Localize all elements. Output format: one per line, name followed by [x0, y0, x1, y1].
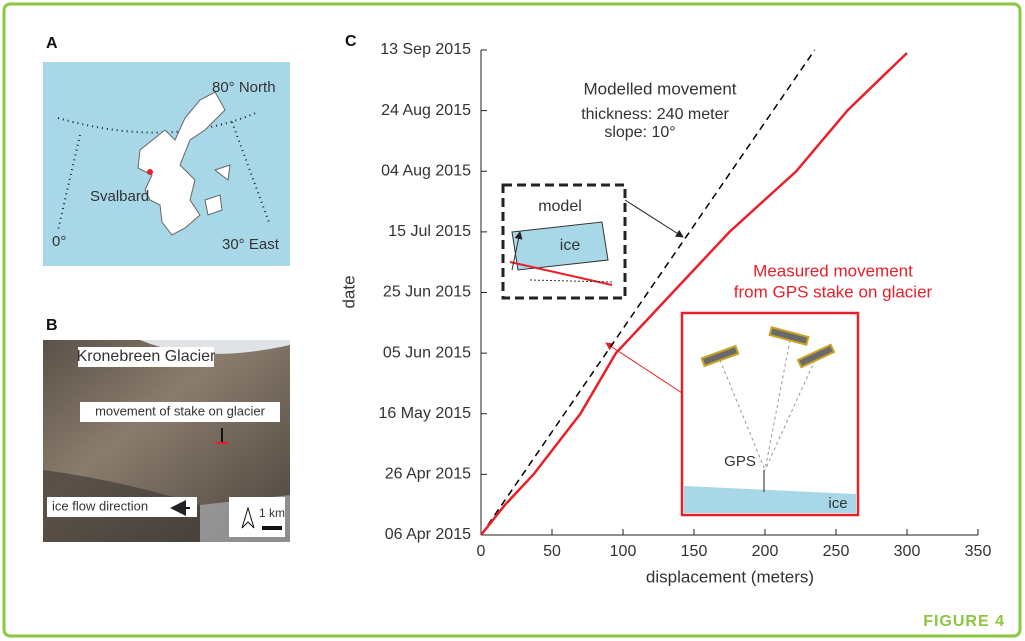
y-tick-label: 15 Jul 2015: [388, 223, 471, 240]
y-tick-label: 26 Apr 2015: [385, 466, 471, 483]
x-tick-label: 50: [543, 543, 561, 560]
map-label: Svalbard: [90, 188, 149, 205]
x-tick-label: 150: [681, 543, 708, 560]
figure: FIGURE 4 A 80° North Svalbard 0° 30° Eas…: [0, 0, 1025, 641]
y-axis-title: date: [339, 275, 358, 308]
x-tick-label: 300: [894, 543, 921, 560]
y-tick-label: 06 Apr 2015: [385, 526, 471, 543]
x-tick-label: 250: [823, 543, 850, 560]
annotation: Measured movement: [753, 261, 913, 280]
annotation: from GPS stake on glacier: [734, 282, 933, 301]
y-tick-label: 04 Aug 2015: [381, 162, 471, 179]
annotation: GPS: [724, 453, 756, 470]
y-tick-label: 16 May 2015: [378, 405, 471, 422]
x-tick-label: 100: [610, 543, 637, 560]
annotation: ice: [560, 237, 581, 254]
y-tick-label: 13 Sep 2015: [380, 41, 471, 58]
y-tick-label: 25 Jun 2015: [383, 284, 471, 301]
gps-inset: [606, 313, 858, 515]
panel-label: C: [345, 33, 357, 50]
annotation: Modelled movement: [583, 79, 736, 98]
map-label: 0°: [52, 233, 66, 250]
annotation: thickness: 240 meter: [581, 106, 729, 123]
image-label: 1 km: [259, 506, 285, 520]
x-axis-title: displacement (meters): [646, 567, 814, 586]
annotation: slope: 10°: [604, 124, 675, 141]
x-tick-label: 350: [965, 543, 992, 560]
x-tick-label: 200: [752, 543, 779, 560]
x-tick-label: 0: [477, 543, 486, 560]
page: FIGURE 4 A 80° North Svalbard 0° 30° Eas…: [0, 0, 1025, 641]
image-label: Kronebreen Glacier: [77, 348, 216, 365]
model-inset: [503, 185, 683, 298]
annotation: ice: [828, 495, 847, 512]
image-label: ice flow direction: [52, 498, 148, 513]
image-label: movement of stake on glacier: [95, 403, 265, 418]
y-tick-label: 24 Aug 2015: [381, 102, 471, 119]
panel-label: B: [46, 317, 58, 334]
figure-label: FIGURE 4: [923, 613, 1005, 630]
map-label: 80° North: [212, 79, 276, 96]
map-label: 30° East: [222, 236, 280, 253]
annotation: model: [538, 198, 582, 215]
panel-label: A: [46, 35, 58, 52]
y-tick-label: 05 Jun 2015: [383, 344, 471, 361]
